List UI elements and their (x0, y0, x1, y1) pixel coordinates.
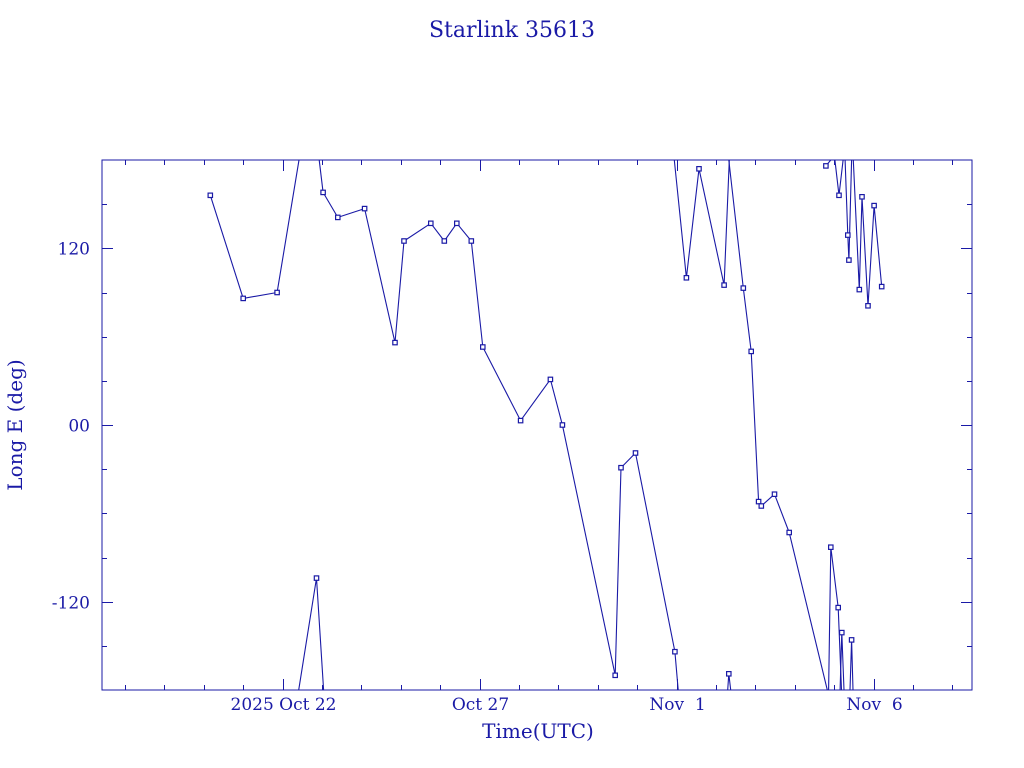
data-point (392, 339, 398, 346)
chart-title: Starlink 35613 (429, 18, 595, 43)
x-tick-label: 2025 Oct 22 (231, 695, 337, 715)
series-line (844, 159, 853, 261)
data-point (683, 275, 690, 281)
data-point (871, 202, 877, 209)
data-point (823, 163, 829, 169)
data-point (240, 295, 247, 302)
data-point (632, 450, 639, 456)
data-point (827, 544, 834, 551)
data-point (480, 344, 486, 350)
x-tick-label: Nov 6 (846, 695, 902, 715)
y-axis-label: Long E (deg) (3, 359, 27, 490)
data-point (612, 672, 619, 679)
data-point (320, 189, 326, 196)
plot-border (101, 159, 973, 691)
y-tick-label: -120 (52, 594, 90, 614)
data-point (618, 464, 624, 471)
data-point (428, 220, 434, 227)
series-line (849, 639, 854, 691)
data-point (313, 575, 320, 581)
data-point (758, 503, 765, 509)
plot-area (101, 159, 973, 691)
data-point (207, 192, 214, 199)
y-tick-label: 00 (68, 417, 90, 437)
x-tick-label: Oct 27 (452, 695, 509, 715)
data-point (696, 166, 702, 172)
series-line (728, 159, 828, 691)
x-tick-label: Nov 1 (649, 695, 705, 715)
data-point (878, 283, 885, 290)
data-point (865, 303, 871, 309)
series-line (298, 577, 325, 691)
data-point (401, 238, 407, 244)
data-point (844, 232, 851, 238)
data-series (207, 159, 885, 691)
data-point (859, 194, 865, 200)
axis-tick-labels: 2025 Oct 22 Oct 27 Nov 1 Nov 6 120 00 -120 (52, 240, 903, 716)
data-point (838, 629, 845, 636)
data-point (547, 376, 554, 383)
data-point (721, 282, 727, 288)
series-line (673, 159, 730, 286)
data-point (748, 348, 755, 355)
x-axis-label: Time(UTC) (482, 719, 594, 743)
series-line (828, 546, 843, 691)
data-point (848, 637, 855, 643)
data-point (786, 529, 793, 536)
data-point (441, 238, 448, 244)
data-point (672, 648, 678, 655)
y-tick-label: 120 (58, 240, 90, 260)
series-line (839, 632, 845, 691)
data-point (846, 257, 852, 263)
data-point (725, 670, 732, 677)
data-point (454, 220, 460, 227)
axis-ticks (102, 160, 972, 690)
data-point (559, 422, 566, 428)
data-point (335, 214, 341, 221)
series-line (834, 159, 844, 196)
data-point (274, 289, 280, 296)
data-point (740, 285, 747, 291)
data-point (771, 491, 778, 498)
data-point (755, 498, 762, 505)
data-point (468, 238, 475, 244)
data-point (361, 205, 368, 212)
data-point (517, 417, 524, 424)
series-line (852, 159, 883, 307)
data-point (836, 192, 842, 199)
data-point (856, 286, 863, 293)
data-point (835, 604, 842, 611)
